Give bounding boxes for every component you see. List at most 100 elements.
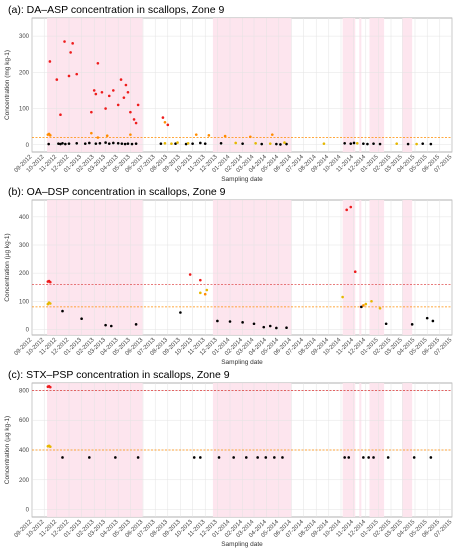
data-point [109,324,113,328]
x-axis-label: Sampling date [221,541,263,548]
data-point [163,142,167,145]
closure-period [212,200,292,335]
data-point [268,142,272,145]
data-point [285,326,288,329]
y-tick-label: 100 [19,299,30,305]
data-point [129,110,132,114]
data-point [166,123,170,127]
data-point [234,141,237,145]
data-point [256,456,259,459]
data-point [90,131,93,135]
data-point [343,142,346,145]
y-axis-label: Concentration (µg kg-1) [4,416,11,484]
data-point [254,142,257,145]
data-point [262,325,266,329]
data-point [275,142,278,146]
data-point [161,116,165,119]
closure-period [47,200,143,335]
data-point [429,142,433,146]
y-tick-label: 800 [19,388,30,394]
data-point [64,142,67,146]
data-point [123,142,127,146]
data-point [347,456,351,459]
y-tick-label: 200 [19,271,30,277]
data-point [174,142,177,145]
data-point [92,89,96,92]
data-point [192,456,196,459]
data-point [134,121,138,125]
data-point [67,142,71,145]
data-point [341,295,344,299]
data-point [134,142,138,145]
panel-title: (c): STX–PSP concentration in scallops, … [8,369,230,381]
data-point [61,456,64,459]
data-point [260,142,264,146]
data-point [170,142,173,145]
data-point [96,136,100,139]
data-point [378,142,382,146]
closure-period [342,18,356,152]
data-point [112,141,115,145]
panel-title: (b): OA–DSP concentration in scallops, Z… [8,186,226,198]
data-point [55,78,59,81]
y-tick-label: 300 [19,243,30,249]
data-point [241,321,244,324]
data-point [188,273,192,276]
data-point [57,142,60,145]
data-point [136,103,140,107]
data-point [431,319,435,323]
data-point [112,89,115,92]
panel-0: (a): DA–ASP concentration in scallops, Z… [4,4,454,183]
data-point [217,456,221,459]
data-point [48,280,52,284]
data-point [119,78,123,81]
data-point [132,118,136,121]
data-point [410,323,414,326]
data-point [59,113,62,116]
closure-period [47,18,143,152]
data-point [203,292,207,296]
closure-period [369,200,385,335]
data-point [61,309,64,313]
data-point [232,456,235,459]
data-point [275,326,278,330]
data-point [130,142,134,146]
data-point [176,141,179,144]
data-point [203,142,207,145]
data-point [281,456,284,459]
data-point [100,90,104,94]
data-point [80,317,83,320]
data-point [362,456,365,459]
data-point [199,141,202,145]
data-point [386,456,390,459]
y-axis-label: Concentration (mg kg-1) [4,50,11,120]
data-point [122,96,126,99]
data-point [199,291,202,295]
data-point [366,142,369,146]
data-point [273,456,276,459]
data-point [199,278,202,282]
y-tick-label: 300 [19,34,30,40]
panel-2: (c): STX–PSP concentration in scallops, … [4,369,454,548]
data-point [372,456,375,459]
data-point [425,316,429,320]
data-point [48,302,52,305]
data-point [48,445,52,449]
data-point [136,456,140,459]
data-point [61,142,64,145]
y-tick-label: 0 [26,508,30,514]
data-point [228,320,232,323]
data-point [370,299,373,303]
data-point [48,385,52,389]
data-point [264,456,268,459]
data-point [47,142,50,146]
data-point [159,142,163,145]
data-point [412,456,416,459]
closure-period [359,200,362,335]
data-point [279,143,282,146]
y-tick-label: 600 [19,418,30,424]
data-point [88,141,91,145]
data-point [364,302,368,306]
data-point [75,142,79,145]
data-point [322,142,326,145]
